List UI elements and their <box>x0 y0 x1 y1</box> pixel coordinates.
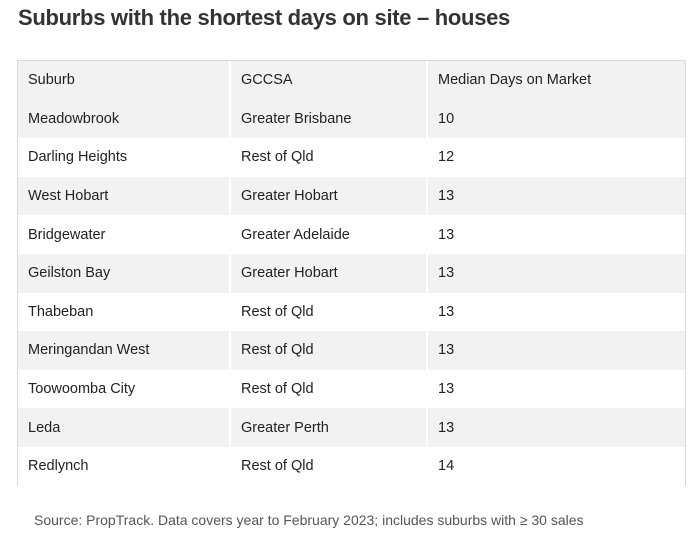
table-row: Meringandan West Rest of Qld 13 <box>18 331 685 370</box>
cell-suburb: Darling Heights <box>18 138 231 177</box>
cell-suburb: Meringandan West <box>18 331 231 370</box>
cell-median-days: 13 <box>427 331 685 370</box>
column-header-suburb: Suburb <box>18 61 231 100</box>
table-row: Toowoomba City Rest of Qld 13 <box>18 369 685 409</box>
cell-gccsa: Rest of Qld <box>230 446 428 486</box>
table-row: Darling Heights Rest of Qld 12 <box>18 138 685 177</box>
table-row: Geilston Bay Greater Hobart 13 <box>18 253 685 293</box>
cell-suburb: West Hobart <box>18 176 231 216</box>
page-title: Suburbs with the shortest days on site –… <box>18 5 510 30</box>
cell-suburb: Geilston Bay <box>18 253 231 293</box>
table-row: Thabeban Rest of Qld 13 <box>18 292 685 332</box>
cell-median-days: 14 <box>427 446 685 486</box>
cell-suburb: Toowoomba City <box>18 369 231 409</box>
cell-median-days: 13 <box>427 215 685 254</box>
table-row: West Hobart Greater Hobart 13 <box>18 176 685 216</box>
cell-suburb: Leda <box>18 408 231 447</box>
cell-gccsa: Greater Perth <box>230 408 428 447</box>
cell-gccsa: Rest of Qld <box>230 331 428 370</box>
cell-median-days: 12 <box>427 138 685 177</box>
cell-gccsa: Greater Brisbane <box>230 99 428 139</box>
table-header-row: Suburb GCCSA Median Days on Market <box>18 61 685 100</box>
cell-gccsa: Greater Hobart <box>230 176 428 216</box>
cell-gccsa: Rest of Qld <box>230 292 428 332</box>
table-row: Redlynch Rest of Qld 14 <box>18 446 685 486</box>
cell-median-days: 13 <box>427 292 685 332</box>
cell-suburb: Redlynch <box>18 446 231 486</box>
cell-gccsa: Rest of Qld <box>230 369 428 409</box>
table-row: Leda Greater Perth 13 <box>18 408 685 447</box>
cell-median-days: 13 <box>427 408 685 447</box>
cell-median-days: 13 <box>427 176 685 216</box>
cell-median-days: 13 <box>427 253 685 293</box>
cell-median-days: 13 <box>427 369 685 409</box>
cell-gccsa: Greater Hobart <box>230 253 428 293</box>
cell-median-days: 10 <box>427 99 685 139</box>
cell-gccsa: Greater Adelaide <box>230 215 428 254</box>
cell-suburb: Thabeban <box>18 292 231 332</box>
source-note: Source: PropTrack. Data covers year to F… <box>34 512 584 528</box>
cell-gccsa: Rest of Qld <box>230 138 428 177</box>
column-header-median-days: Median Days on Market <box>427 61 685 100</box>
table-row: Bridgewater Greater Adelaide 13 <box>18 215 685 254</box>
cell-suburb: Meadowbrook <box>18 99 231 139</box>
table-row: Meadowbrook Greater Brisbane 10 <box>18 99 685 139</box>
column-header-gccsa: GCCSA <box>230 61 428 100</box>
cell-suburb: Bridgewater <box>18 215 231 254</box>
data-table: Suburb GCCSA Median Days on Market Meado… <box>17 60 686 486</box>
